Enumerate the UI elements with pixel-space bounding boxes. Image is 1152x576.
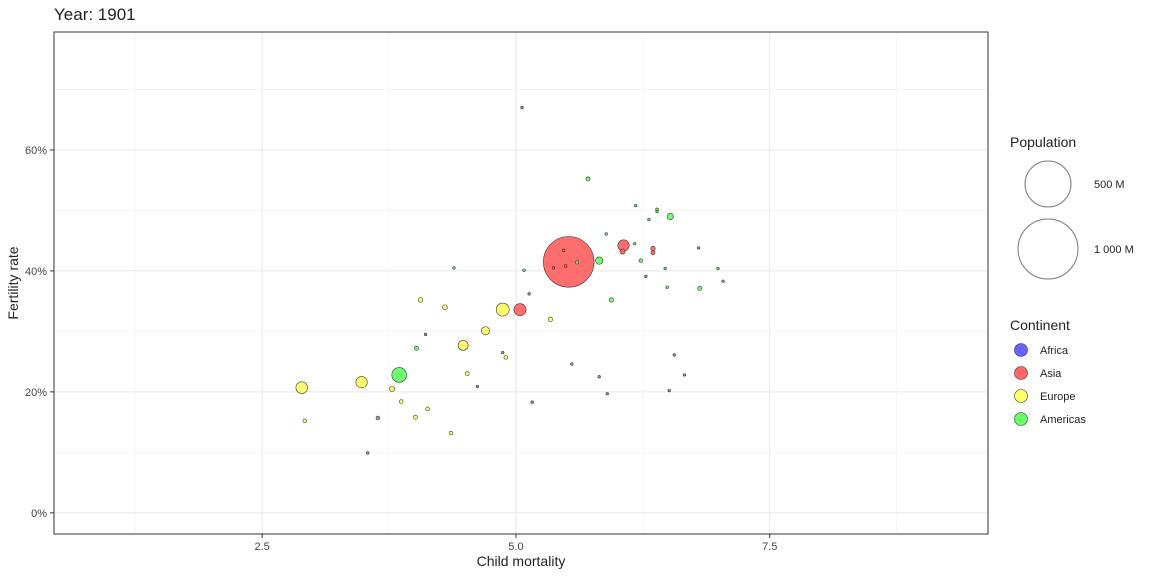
data-point (716, 266, 720, 271)
chart-title: Year: 1901 (54, 5, 136, 24)
data-point (530, 400, 534, 404)
data-point (619, 248, 626, 255)
data-point (475, 384, 479, 389)
data-point (442, 304, 448, 310)
data-point (665, 285, 669, 289)
plot-panel-border (53, 31, 989, 535)
data-point (417, 297, 424, 303)
data-point (547, 316, 553, 322)
data-point (655, 210, 659, 214)
x-tick-label: 2.5 (254, 541, 269, 553)
data-point (647, 217, 651, 222)
data-point (644, 274, 648, 278)
color-legend-label: Africa (1040, 345, 1069, 357)
size-legend-title: Population (1010, 134, 1076, 150)
data-point (570, 362, 574, 366)
data-point (561, 248, 566, 253)
data-point (302, 418, 307, 424)
color-legend-key (1014, 389, 1028, 403)
axes: 2.5 5.0 7.5 0% 20% 40% 60% (25, 145, 777, 553)
data-point (389, 385, 395, 392)
data-point (366, 451, 370, 455)
data-point (527, 292, 531, 296)
data-point (413, 414, 418, 420)
data-point (522, 268, 526, 272)
y-tick-label: 20% (25, 387, 47, 399)
data-point (481, 326, 490, 336)
data-point (399, 399, 404, 404)
data-point (605, 392, 609, 396)
x-tick-label: 5.0 (508, 541, 523, 553)
color-legend-title: Continent (1010, 317, 1070, 333)
data-point (423, 332, 428, 337)
data-point (452, 266, 456, 270)
data-point (425, 406, 430, 411)
data-point (375, 415, 380, 421)
data-point (666, 212, 674, 220)
data-point (563, 264, 568, 268)
data-point (513, 303, 527, 317)
data-point (663, 266, 667, 271)
data-point (503, 355, 508, 360)
data-point (355, 376, 368, 389)
size-legend-label: 500 M (1094, 179, 1125, 191)
color-legend-label: Americas (1040, 414, 1086, 426)
data-point (295, 381, 308, 394)
data-point (697, 286, 703, 291)
data-point (634, 203, 638, 208)
size-legend-circle (1017, 218, 1079, 280)
size-legend: Population 500 M 1 000 M (1010, 134, 1134, 280)
data-point (585, 176, 591, 182)
data-point (604, 232, 608, 236)
data-point (448, 430, 454, 436)
grid-lines (54, 32, 988, 534)
color-legend-key (1014, 343, 1028, 357)
color-legend-key (1014, 366, 1028, 380)
data-point (682, 373, 687, 377)
color-legend: Continent Africa Asia Europe Americas (1010, 317, 1086, 426)
data-point (391, 367, 407, 383)
data-point (501, 350, 505, 355)
color-legend-label: Asia (1040, 368, 1062, 380)
data-point (650, 250, 656, 256)
data-point (638, 258, 643, 263)
y-axis-title: Fertility rate (5, 246, 21, 319)
data-point (495, 302, 510, 317)
color-legend-key (1014, 412, 1028, 426)
data-point (697, 246, 701, 250)
data-point (464, 371, 470, 377)
data-point (574, 260, 579, 265)
x-tick-label: 7.5 (762, 541, 777, 553)
y-tick-label: 60% (25, 145, 47, 157)
data-point (457, 339, 469, 351)
data-point (551, 266, 556, 270)
data-point (650, 245, 656, 252)
data-point (672, 353, 676, 357)
data-point (414, 345, 419, 351)
data-point (721, 279, 725, 283)
y-tick-label: 40% (25, 266, 47, 278)
data-point (608, 297, 614, 303)
data-points (295, 106, 725, 455)
size-legend-circle (1024, 160, 1072, 208)
data-point (667, 389, 671, 393)
data-point (633, 242, 637, 246)
color-legend-label: Europe (1040, 391, 1075, 403)
size-legend-label: 1 000 M (1094, 244, 1134, 256)
y-tick-label: 0% (31, 508, 47, 520)
data-point (597, 375, 601, 379)
data-point (595, 256, 604, 265)
data-point (520, 106, 524, 110)
data-point (543, 236, 595, 288)
x-axis-title: Child mortality (477, 553, 566, 569)
